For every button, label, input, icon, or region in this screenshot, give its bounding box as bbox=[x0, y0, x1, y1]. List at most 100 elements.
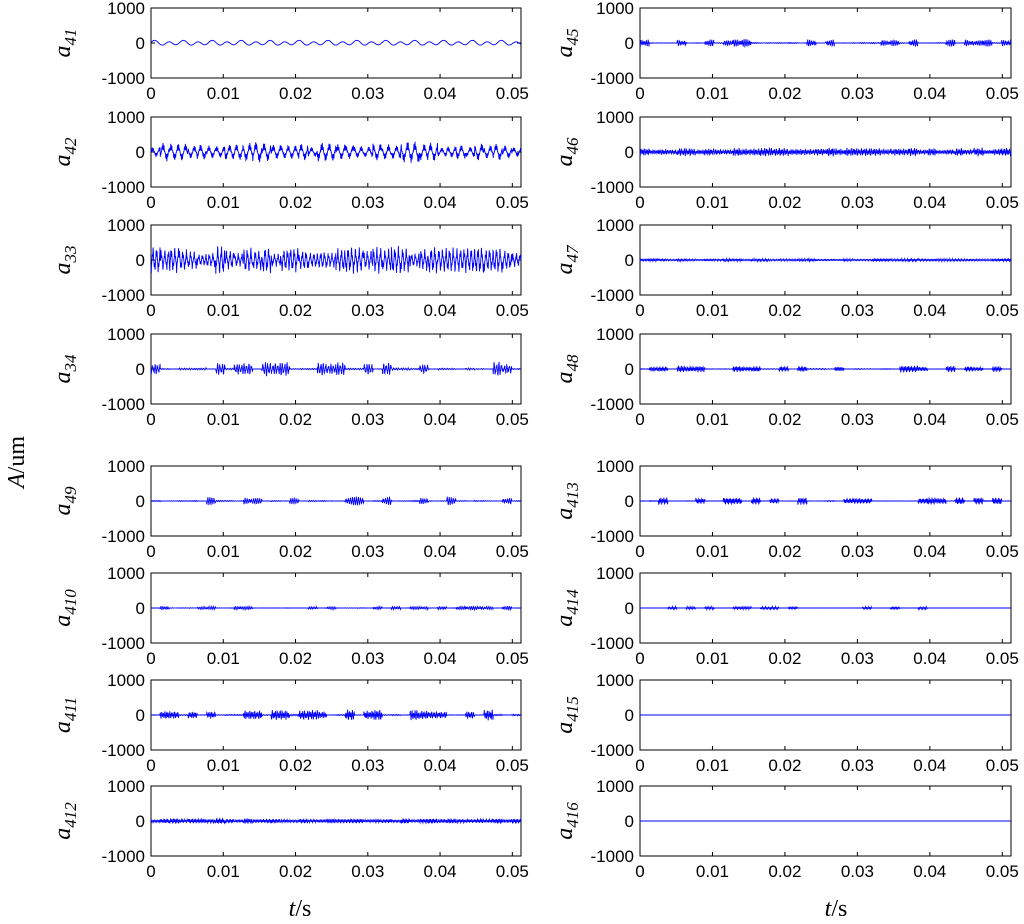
y-tick-label: 1000 bbox=[596, 671, 634, 690]
y-tick-label: 0 bbox=[625, 706, 634, 725]
x-tick-label: 0.02 bbox=[768, 301, 801, 320]
x-tick-label: 0.01 bbox=[207, 301, 240, 320]
y-tick-label: 1000 bbox=[596, 457, 634, 476]
x-tick-label: 0.05 bbox=[986, 756, 1019, 775]
y-tick-label: 1000 bbox=[107, 108, 145, 127]
x-tick-label: 0.03 bbox=[351, 862, 384, 881]
x-tick-label: 0.04 bbox=[424, 649, 457, 668]
x-tick-label: 0.04 bbox=[424, 410, 457, 429]
y-tick-label: 0 bbox=[625, 34, 634, 53]
x-tick-label: 0.04 bbox=[424, 301, 457, 320]
y-tick-label: 1000 bbox=[107, 777, 145, 796]
y-tick-label: 0 bbox=[136, 360, 145, 379]
y-tick-label: 1000 bbox=[107, 216, 145, 235]
subplot-label: a41 bbox=[50, 29, 80, 58]
x-tick-label: 0.05 bbox=[496, 84, 529, 103]
x-tick-label: 0.05 bbox=[496, 301, 529, 320]
x-tick-label: 0.04 bbox=[424, 542, 457, 561]
signal-line bbox=[639, 147, 1012, 157]
x-tick-label: 0.03 bbox=[841, 84, 874, 103]
y-tick-label: -1000 bbox=[591, 847, 634, 866]
x-tick-label: 0 bbox=[635, 649, 644, 668]
x-tick-label: 0.03 bbox=[351, 410, 384, 429]
x-tick-label: 0.02 bbox=[279, 862, 312, 881]
x-tick-label: 0.05 bbox=[986, 193, 1019, 212]
x-tick-label: 0.01 bbox=[207, 862, 240, 881]
x-tick-label: 0.05 bbox=[986, 862, 1019, 881]
x-axis-label-left: t/s bbox=[289, 896, 312, 922]
x-tick-label: 0.02 bbox=[279, 649, 312, 668]
x-tick-label: 0.04 bbox=[424, 84, 457, 103]
y-tick-label: 1000 bbox=[107, 671, 145, 690]
x-tick-label: 0.02 bbox=[768, 84, 801, 103]
x-tick-label: 0.01 bbox=[696, 542, 729, 561]
y-tick-label: 0 bbox=[136, 251, 145, 270]
subplot-label: a411 bbox=[50, 697, 80, 733]
y-tick-label: 0 bbox=[136, 492, 145, 511]
x-tick-label: 0 bbox=[635, 862, 644, 881]
x-tick-label: 0.01 bbox=[696, 193, 729, 212]
x-tick-label: 0.02 bbox=[279, 84, 312, 103]
signal-line bbox=[150, 495, 522, 506]
subplot-label: a415 bbox=[552, 696, 582, 734]
y-tick-label: -1000 bbox=[591, 69, 634, 88]
x-tick-label: 0.01 bbox=[696, 756, 729, 775]
x-tick-label: 0.02 bbox=[279, 301, 312, 320]
x-tick-label: 0.02 bbox=[768, 649, 801, 668]
x-tick-label: 0.04 bbox=[913, 410, 946, 429]
y-tick-label: 1000 bbox=[596, 216, 634, 235]
x-tick-label: 0 bbox=[146, 542, 155, 561]
y-tick-label: -1000 bbox=[102, 286, 145, 305]
x-tick-label: 0.02 bbox=[279, 193, 312, 212]
x-tick-label: 0.04 bbox=[913, 301, 946, 320]
y-tick-label: 0 bbox=[136, 34, 145, 53]
x-tick-label: 0 bbox=[146, 84, 155, 103]
x-tick-label: 0.01 bbox=[696, 410, 729, 429]
y-tick-label: 0 bbox=[625, 599, 634, 618]
x-tick-label: 0.02 bbox=[279, 542, 312, 561]
x-tick-label: 0.03 bbox=[841, 756, 874, 775]
y-tick-label: 0 bbox=[625, 251, 634, 270]
x-tick-label: 0.05 bbox=[496, 410, 529, 429]
x-tick-label: 0 bbox=[146, 410, 155, 429]
y-tick-label: 1000 bbox=[596, 0, 634, 18]
signal-line bbox=[150, 361, 522, 377]
subplot-label: a412 bbox=[50, 802, 80, 840]
y-tick-label: -1000 bbox=[102, 634, 145, 653]
subplot-label: a47 bbox=[552, 244, 582, 275]
y-tick-label: 1000 bbox=[596, 108, 634, 127]
x-tick-label: 0.02 bbox=[279, 756, 312, 775]
x-tick-label: 0 bbox=[146, 301, 155, 320]
subplot-label: a414 bbox=[552, 589, 582, 627]
y-tick-label: -1000 bbox=[102, 178, 145, 197]
x-tick-label: 0.05 bbox=[986, 410, 1019, 429]
x-tick-label: 0.02 bbox=[279, 410, 312, 429]
x-tick-label: 0.02 bbox=[768, 193, 801, 212]
x-tick-label: 0 bbox=[635, 193, 644, 212]
y-tick-label: 0 bbox=[625, 492, 634, 511]
x-tick-label: 0 bbox=[146, 756, 155, 775]
signal-line bbox=[639, 38, 1012, 49]
y-tick-label: -1000 bbox=[591, 741, 634, 760]
x-tick-label: 0.05 bbox=[986, 542, 1019, 561]
subplot-label: a49 bbox=[50, 486, 80, 516]
x-axis-label-right: t/s bbox=[825, 896, 848, 922]
x-tick-label: 0.03 bbox=[841, 649, 874, 668]
x-tick-label: 0.01 bbox=[696, 862, 729, 881]
x-tick-label: 0.05 bbox=[496, 649, 529, 668]
x-tick-label: 0.01 bbox=[207, 193, 240, 212]
y-tick-label: -1000 bbox=[102, 69, 145, 88]
